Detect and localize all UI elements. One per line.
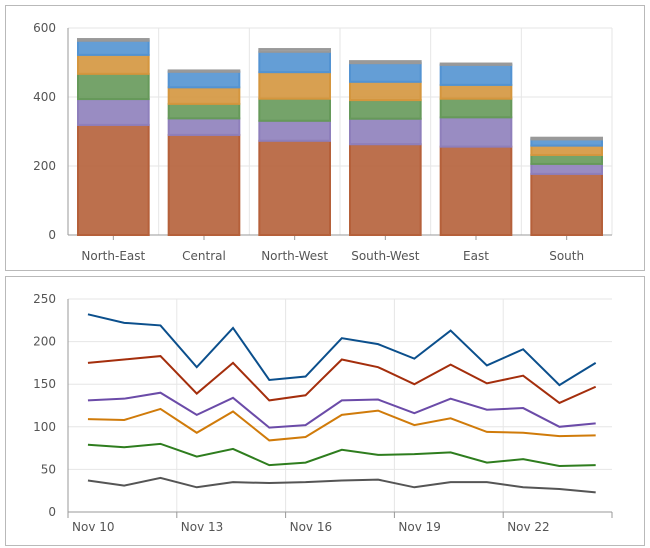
bar-segment <box>439 83 513 100</box>
bar-segment <box>77 53 150 75</box>
series-line <box>87 355 597 405</box>
bar-segment <box>530 136 603 141</box>
series-line <box>87 442 596 467</box>
y-tick-label: 600 <box>33 21 56 35</box>
y-tick-label: 200 <box>33 159 56 173</box>
x-tick-label: South <box>549 249 584 263</box>
bar-segment <box>530 172 603 236</box>
bar-segment <box>439 145 513 236</box>
x-tick-label: South-West <box>351 249 420 263</box>
bar-segment <box>167 86 241 105</box>
series-line <box>87 476 596 494</box>
x-tick-label: North-West <box>261 249 328 263</box>
bar-segment <box>530 153 603 165</box>
x-tick-label: Nov 13 <box>181 520 224 534</box>
bar-segment <box>167 133 241 236</box>
bar-segment <box>77 38 150 42</box>
x-tick-label: Central <box>182 249 226 263</box>
bar-segment <box>439 116 513 148</box>
x-tick-label: Nov 22 <box>507 520 550 534</box>
series-line <box>87 391 596 429</box>
bar-segment <box>167 117 241 136</box>
series-line <box>87 407 596 442</box>
bar-segment <box>439 62 513 66</box>
bar-segment <box>258 119 332 142</box>
bar-segment <box>258 50 332 74</box>
bar-segment <box>167 102 241 120</box>
bar-segment <box>77 98 150 126</box>
y-tick-label: 150 <box>33 377 56 391</box>
bar-segment <box>258 97 332 122</box>
x-tick-label: Nov 16 <box>290 520 333 534</box>
bar-segment <box>167 70 241 89</box>
y-tick-label: 0 <box>48 228 56 242</box>
y-tick-label: 400 <box>33 90 56 104</box>
bar-segment <box>349 80 422 102</box>
y-tick-label: 50 <box>41 462 56 476</box>
bar-segment <box>349 60 422 65</box>
bar-segment <box>530 144 603 156</box>
bar-segment <box>258 71 332 100</box>
bar-segment <box>349 143 422 236</box>
bar-segment <box>439 63 513 86</box>
bar-segment <box>349 117 422 146</box>
series-line <box>87 313 597 387</box>
bar-segment <box>258 48 332 53</box>
bar-segment <box>77 72 150 101</box>
bar-segment <box>258 139 332 236</box>
bar-segment <box>77 123 150 236</box>
bar-segment <box>349 62 422 83</box>
bar-segment <box>167 69 241 73</box>
bar-segment <box>77 39 150 56</box>
bar-segment <box>439 97 513 119</box>
bar-segment <box>349 99 422 120</box>
y-tick-label: 100 <box>33 420 56 434</box>
x-tick-label: East <box>463 249 489 263</box>
y-tick-label: 0 <box>48 505 56 519</box>
x-tick-label: Nov 10 <box>72 520 115 534</box>
y-tick-label: 200 <box>33 335 56 349</box>
bar-segment <box>530 162 603 175</box>
y-tick-label: 250 <box>33 292 56 306</box>
x-tick-label: Nov 19 <box>398 520 441 534</box>
x-tick-label: North-East <box>81 249 145 263</box>
